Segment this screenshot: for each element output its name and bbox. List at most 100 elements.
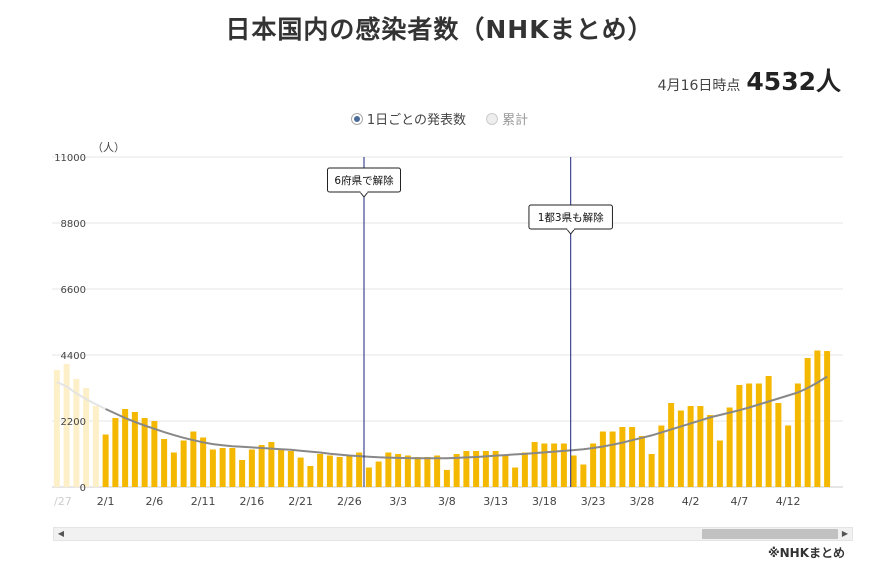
y-tick-label: 8800 (61, 219, 86, 230)
bar (102, 434, 109, 487)
bar (443, 469, 450, 487)
bar (209, 449, 216, 487)
x-tick-label: 2/26 (337, 495, 362, 508)
bar (317, 454, 324, 487)
bar (365, 467, 372, 487)
source-note: ※NHKまとめ (767, 546, 845, 560)
bar (677, 410, 684, 487)
x-tick-label: 3/13 (483, 495, 508, 508)
annotation-label: 1都3県も解除 (538, 211, 604, 224)
bar (502, 455, 509, 487)
x-tick-label: 4/12 (776, 495, 801, 508)
y-tick-label: 2200 (61, 417, 86, 428)
view-toggle: 1日ごとの発表数 累計 (0, 109, 879, 128)
bar (141, 418, 148, 487)
bar-faded (73, 379, 80, 487)
bar (180, 440, 187, 487)
bar-faded (63, 364, 70, 487)
bar (746, 383, 753, 487)
x-tick-label: 3/3 (389, 495, 407, 508)
bar (648, 454, 655, 487)
bar (775, 403, 782, 487)
bar (161, 439, 168, 487)
bar-faded (83, 388, 90, 487)
bar (765, 376, 772, 487)
annotation-label: 6府県で解除 (334, 174, 394, 187)
bar (658, 425, 665, 487)
bar-faded (53, 370, 60, 487)
bar (424, 457, 431, 487)
page-title: 日本国内の感染者数（NHKまとめ） (225, 15, 654, 44)
x-tick-label: 3/28 (630, 495, 655, 508)
bar (619, 427, 626, 487)
scroll-right-icon[interactable]: ▶ (841, 529, 849, 538)
bar (297, 457, 304, 487)
bar (785, 425, 792, 487)
bar (200, 437, 207, 487)
bar-faded (92, 406, 99, 487)
average-line-faded (56, 381, 107, 410)
bar (385, 452, 392, 487)
bar (170, 452, 177, 487)
bar (482, 451, 489, 487)
x-tick-label: 2/1 (97, 495, 115, 508)
bar (531, 442, 538, 487)
radio-checked-icon[interactable] (350, 112, 363, 125)
chart-scrollbar[interactable]: ◀ ▶ (53, 527, 853, 541)
bar (463, 451, 470, 487)
x-tick-label: 3/18 (532, 495, 557, 508)
chart-grid (52, 156, 843, 488)
bar (453, 454, 460, 487)
bar (736, 385, 743, 487)
bar (824, 351, 831, 487)
bar (326, 455, 333, 487)
as-of-date: 4月16日時点 (657, 78, 741, 94)
bar (716, 440, 723, 487)
x-tick-label: 4/2 (682, 495, 700, 508)
chart-labels: 0 2200 4400 6600 8800 11000 （人） /27 2/1 2/6 2/11 2/… (54, 141, 800, 508)
bar (551, 443, 558, 487)
bar (434, 455, 441, 487)
bar (404, 455, 411, 487)
bar (473, 451, 480, 487)
bar (599, 431, 606, 487)
bar (638, 436, 645, 487)
bar (278, 449, 285, 487)
bar (687, 406, 694, 487)
bar (151, 421, 158, 487)
y-tick-label: 11000 (54, 153, 86, 164)
radio-daily[interactable]: 1日ごとの発表数 (350, 109, 467, 128)
bar (356, 452, 363, 487)
x-tick-label: 2/11 (191, 495, 216, 508)
bar (629, 427, 636, 487)
bar (346, 455, 353, 487)
bar (609, 431, 616, 487)
bar (794, 383, 801, 487)
bar (580, 464, 587, 487)
x-tick-label: 2/16 (240, 495, 265, 508)
average-line (105, 375, 828, 460)
chart-average (56, 375, 828, 460)
bar (512, 467, 519, 487)
scrollbar-thumb[interactable] (702, 529, 838, 539)
radio-cumulative[interactable]: 累計 (486, 109, 528, 128)
bar (190, 431, 197, 487)
y-tick-label: 0 (80, 483, 86, 494)
bar (395, 454, 402, 487)
x-tick-label: 3/23 (581, 495, 606, 508)
x-tick-label: /27 (54, 495, 72, 508)
as-of-total: 4532人 (746, 67, 841, 96)
radio-daily-label: 1日ごとの発表数 (366, 113, 467, 128)
bar (112, 418, 119, 487)
bar (239, 460, 246, 487)
radio-unchecked-icon[interactable] (486, 112, 499, 125)
y-tick-label: 6600 (61, 285, 86, 296)
bar (814, 350, 821, 487)
scroll-left-icon[interactable]: ◀ (57, 529, 65, 538)
chart-bars (53, 350, 831, 487)
bar (755, 383, 762, 487)
radio-cumulative-label: 累計 (502, 113, 529, 128)
bar (258, 445, 265, 487)
bar (268, 442, 275, 487)
bar (229, 448, 236, 487)
